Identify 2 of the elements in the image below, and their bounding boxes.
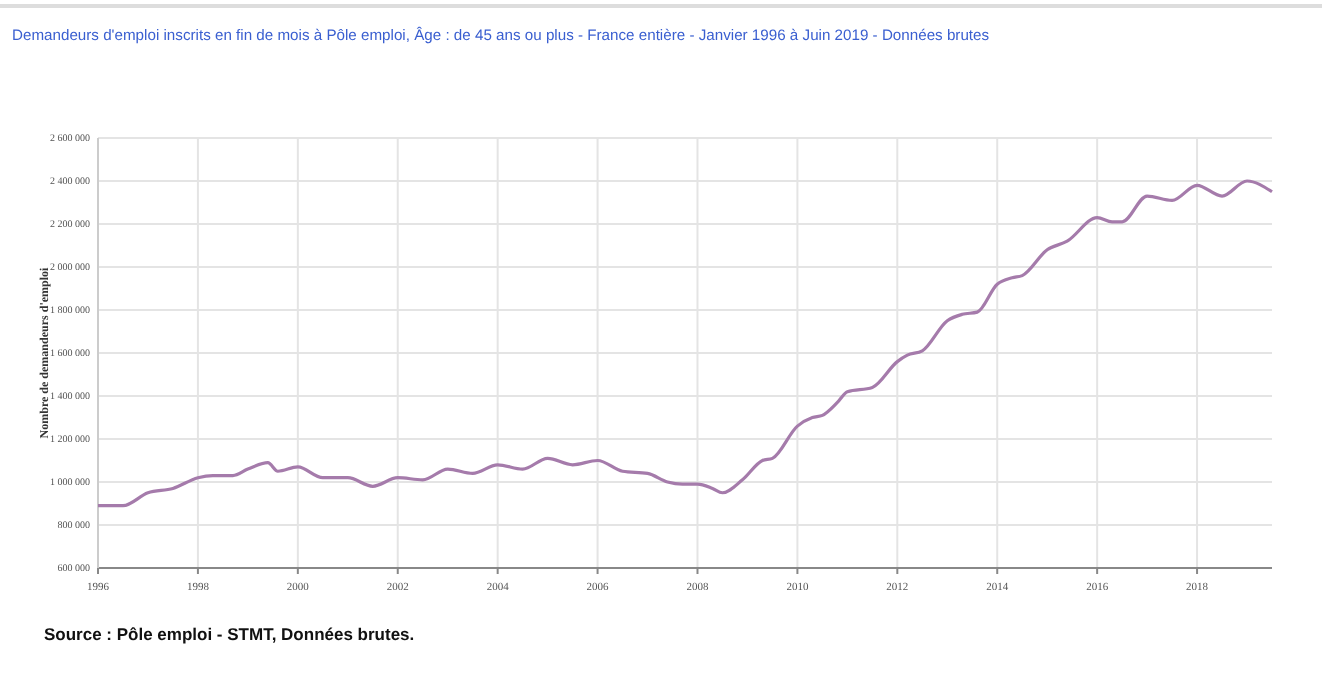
line-series [96, 179, 1274, 508]
source-note: Source : Pôle emploi - STMT, Données brutes. [44, 624, 415, 644]
